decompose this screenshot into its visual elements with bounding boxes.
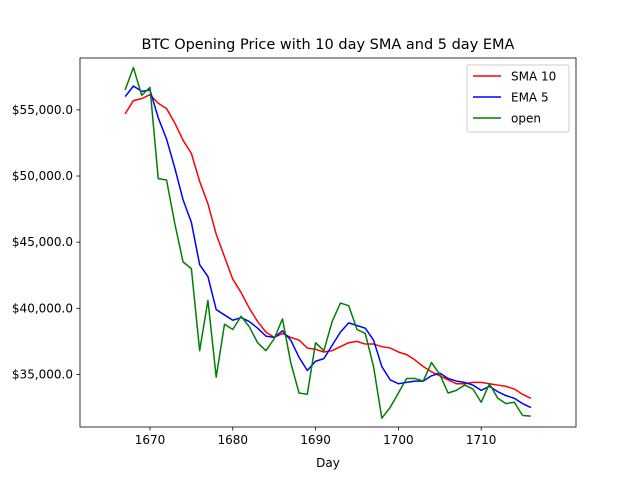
legend-label-sma-10: SMA 10	[511, 70, 556, 84]
series-layer	[124, 66, 532, 419]
x-tick-label: 1710	[466, 433, 497, 447]
chart-title: BTC Opening Price with 10 day SMA and 5 …	[142, 37, 515, 53]
x-axis: 1670 1680 1690 1700 1710	[135, 427, 497, 447]
y-tick-label: $45,000.0	[12, 235, 73, 249]
legend-label-open: open	[511, 112, 541, 126]
x-axis-label: Day	[316, 456, 340, 470]
series-line-ema-5	[124, 85, 532, 409]
y-axis: $35,000.0 $40,000.0 $45,000.0 $50,000.0 $55,…	[12, 103, 80, 381]
y-tick-label: $50,000.0	[12, 169, 73, 183]
x-tick-label: 1700	[383, 433, 414, 447]
series-line-open	[124, 66, 531, 419]
legend-label-ema-5: EMA 5	[511, 91, 549, 105]
y-tick-label: $35,000.0	[12, 367, 73, 381]
legend-box	[466, 64, 570, 133]
y-tick-label: $55,000.0	[12, 103, 73, 117]
y-tick-label: $40,000.0	[12, 301, 73, 315]
x-tick-label: 1690	[300, 433, 331, 447]
x-tick-label: 1680	[218, 433, 249, 447]
x-tick-label: 1670	[135, 433, 166, 447]
legend: SMA 10 EMA 5 open	[466, 64, 570, 133]
